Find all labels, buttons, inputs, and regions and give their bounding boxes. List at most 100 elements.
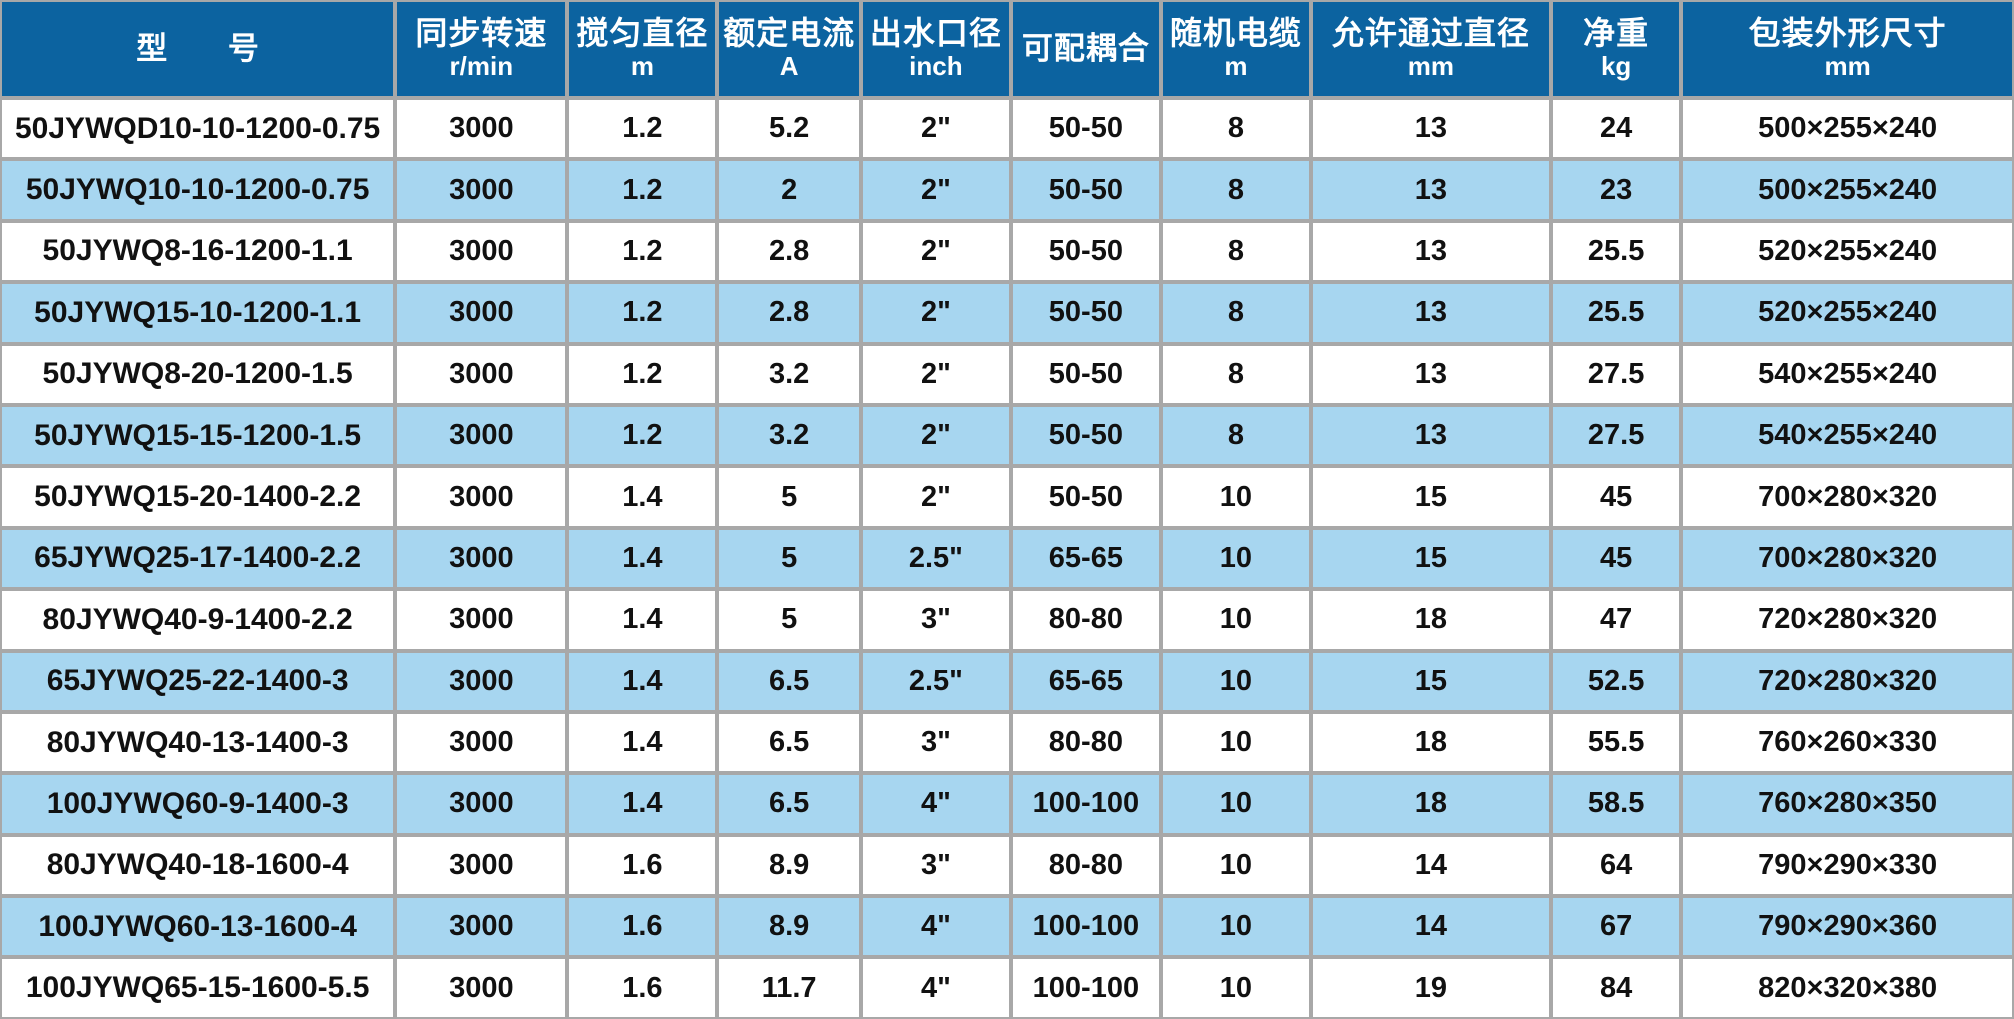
- data-cell: 3000: [395, 834, 568, 897]
- data-cell: 2": [860, 220, 1011, 283]
- column-header-5: 可配耦合: [1010, 0, 1161, 98]
- data-cell: 27.5: [1550, 343, 1682, 405]
- model-cell: 50JYWQ15-20-1400-2.2: [0, 466, 396, 528]
- data-cell: 14: [1310, 834, 1551, 897]
- data-cell: 25.5: [1550, 220, 1682, 283]
- table-row: 50JYWQ15-15-1200-1.5 3000 1.2 3.2 2" 50-50 8 13…: [0, 404, 2014, 467]
- data-cell: 10: [1160, 650, 1311, 712]
- data-cell: 1.6: [567, 957, 718, 1019]
- data-cell: 5.2: [717, 98, 861, 160]
- data-cell: 27.5: [1550, 404, 1682, 467]
- model-cell: 50JYWQ10-10-1200-0.75: [0, 159, 396, 221]
- data-cell: 5: [717, 589, 861, 651]
- column-header-title: 同步转速: [415, 15, 548, 52]
- table-row: 50JYWQ15-10-1200-1.1 3000 1.2 2.8 2" 50-50 8 13…: [0, 282, 2014, 344]
- data-cell: 2": [860, 404, 1011, 467]
- data-cell: 8: [1160, 282, 1311, 344]
- table-row: 80JYWQ40-18-1600-4 3000 1.6 8.9 3" 80-80 10 14 6…: [0, 834, 2014, 897]
- model-cell: 80JYWQ40-18-1600-4: [0, 834, 396, 897]
- data-cell: 2.5": [860, 527, 1011, 590]
- column-header-3: 额定电流 A: [717, 0, 861, 98]
- data-cell: 10: [1160, 834, 1311, 897]
- data-cell: 6.5: [717, 650, 861, 712]
- data-cell: 790×290×360: [1681, 896, 2014, 958]
- model-cell: 65JYWQ25-22-1400-3: [0, 650, 396, 712]
- data-cell: 14: [1310, 896, 1551, 958]
- column-header-unit: m: [1224, 50, 1248, 81]
- data-cell: 700×280×320: [1681, 527, 2014, 590]
- data-cell: 100-100: [1010, 773, 1161, 835]
- data-cell: 8: [1160, 159, 1311, 221]
- column-header-unit: mm: [1407, 50, 1455, 81]
- table-row: 80JYWQ40-13-1400-3 3000 1.4 6.5 3" 80-80 10 18 5…: [0, 711, 2014, 774]
- data-cell: 13: [1310, 282, 1551, 344]
- data-cell: 3000: [395, 957, 568, 1019]
- column-header-title: 出水口径: [869, 15, 1002, 52]
- data-cell: 8: [1160, 404, 1311, 467]
- data-cell: 6.5: [717, 773, 861, 835]
- data-cell: 80-80: [1010, 589, 1161, 651]
- data-cell: 4": [860, 773, 1011, 835]
- data-cell: 520×255×240: [1681, 282, 2014, 344]
- data-cell: 1.4: [567, 589, 718, 651]
- column-header-title: 包装外形尺寸: [1748, 15, 1947, 52]
- table-header: 型 号同步转速 r/min 搅匀直径 m 额定电流 A 出水口径 inch 可配耦合 随机电缆 m 允…: [0, 0, 2014, 98]
- data-cell: 52.5: [1550, 650, 1682, 712]
- data-cell: 3": [860, 589, 1011, 651]
- column-header-7: 允许通过直径 mm: [1310, 0, 1551, 98]
- data-cell: 760×280×350: [1681, 773, 2014, 835]
- data-cell: 1.4: [567, 527, 718, 590]
- table-row: 50JYWQD10-10-1200-0.75 3000 1.2 5.2 2" 50-50 8…: [0, 98, 2014, 160]
- data-cell: 2.8: [717, 220, 861, 283]
- data-cell: 10: [1160, 711, 1311, 774]
- data-cell: 3.2: [717, 343, 861, 405]
- model-cell: 50JYWQ8-16-1200-1.1: [0, 220, 396, 283]
- data-cell: 4": [860, 957, 1011, 1019]
- table-row: 100JYWQ60-13-1600-4 3000 1.6 8.9 4" 100-100 10…: [0, 896, 2014, 958]
- data-cell: 10: [1160, 957, 1311, 1019]
- data-cell: 19: [1310, 957, 1551, 1019]
- data-cell: 1.2: [567, 404, 718, 467]
- data-cell: 8: [1160, 98, 1311, 160]
- data-cell: 18: [1310, 589, 1551, 651]
- model-cell: 50JYWQ8-20-1200-1.5: [0, 343, 396, 405]
- data-cell: 80-80: [1010, 711, 1161, 774]
- table-row: 65JYWQ25-22-1400-3 3000 1.4 6.5 2.5" 65-65 10 1…: [0, 650, 2014, 712]
- table-row: 80JYWQ40-9-1400-2.2 3000 1.4 5 3" 80-80 10 18 47…: [0, 589, 2014, 651]
- column-header-unit: r/min: [449, 50, 514, 81]
- data-cell: 3000: [395, 589, 568, 651]
- data-cell: 6.5: [717, 711, 861, 774]
- data-cell: 820×320×380: [1681, 957, 2014, 1019]
- data-cell: 1.4: [567, 466, 718, 528]
- data-cell: 3000: [395, 404, 568, 467]
- data-cell: 45: [1550, 466, 1682, 528]
- data-cell: 55.5: [1550, 711, 1682, 774]
- header-row: 型 号同步转速 r/min 搅匀直径 m 额定电流 A 出水口径 inch 可配耦合 随机电缆 m 允…: [0, 0, 2014, 98]
- data-cell: 8: [1160, 343, 1311, 405]
- data-cell: 10: [1160, 896, 1311, 958]
- data-cell: 25.5: [1550, 282, 1682, 344]
- table-row: 65JYWQ25-17-1400-2.2 3000 1.4 5 2.5" 65-65 10 1…: [0, 527, 2014, 590]
- data-cell: 67: [1550, 896, 1682, 958]
- data-cell: 18: [1310, 773, 1551, 835]
- data-cell: 23: [1550, 159, 1682, 221]
- data-cell: 13: [1310, 98, 1551, 160]
- column-header-title: 可配耦合: [1021, 30, 1150, 66]
- column-header-title: 型 号: [136, 30, 285, 66]
- data-cell: 13: [1310, 343, 1551, 405]
- data-cell: 4": [860, 896, 1011, 958]
- table-row: 100JYWQ60-9-1400-3 3000 1.4 6.5 4" 100-100 10 1…: [0, 773, 2014, 835]
- data-cell: 50-50: [1010, 282, 1161, 344]
- data-cell: 100-100: [1010, 957, 1161, 1019]
- column-header-0: 型 号: [0, 0, 396, 98]
- data-cell: 3": [860, 834, 1011, 897]
- data-cell: 1.2: [567, 159, 718, 221]
- data-cell: 10: [1160, 466, 1311, 528]
- table-row: 50JYWQ15-20-1400-2.2 3000 1.4 5 2" 50-50 10 15 4…: [0, 466, 2014, 528]
- column-header-1: 同步转速 r/min: [395, 0, 568, 98]
- data-cell: 58.5: [1550, 773, 1682, 835]
- data-cell: 3000: [395, 466, 568, 528]
- data-cell: 13: [1310, 159, 1551, 221]
- data-cell: 3000: [395, 711, 568, 774]
